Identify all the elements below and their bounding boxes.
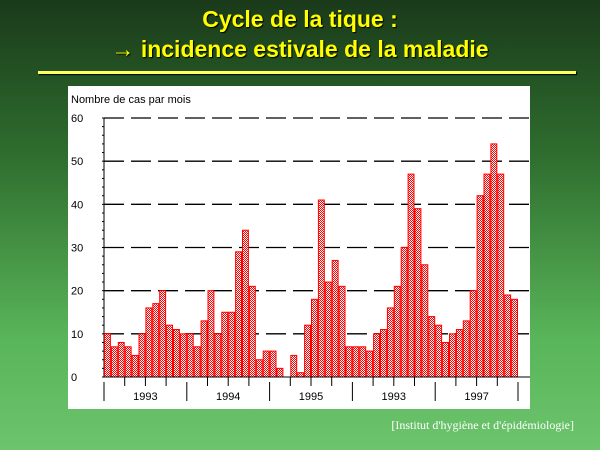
- bar: [421, 264, 429, 378]
- bar: [504, 294, 512, 378]
- bar: [152, 303, 160, 378]
- bar: [428, 316, 436, 378]
- y-axis-label: Nombre de cas par mois: [71, 94, 191, 106]
- y-tick-label: 60: [71, 113, 83, 125]
- x-year-label: 1994: [216, 391, 240, 403]
- bar: [117, 341, 125, 378]
- bar: [366, 350, 374, 378]
- y-tick-label: 10: [71, 329, 83, 341]
- bar: [469, 290, 477, 378]
- x-year-label: 1995: [299, 391, 323, 403]
- bar: [242, 229, 249, 378]
- bar: [228, 311, 236, 378]
- bar: [393, 285, 401, 378]
- bar: [407, 173, 415, 378]
- bar: [386, 307, 394, 378]
- bar: [138, 333, 146, 378]
- bar: [104, 333, 111, 378]
- bar: [186, 333, 194, 378]
- bar-chart: Nombre de cas par mois 0 10 20 30 40 50 60 1993…: [71, 94, 530, 403]
- bar: [483, 173, 491, 378]
- bar: [414, 208, 422, 378]
- slide-title-line2: → incidence estivale de la maladie: [111, 36, 489, 62]
- bar: [269, 350, 277, 378]
- bar: [331, 259, 339, 378]
- bar: [235, 251, 243, 378]
- title-underline: [38, 71, 576, 74]
- bar: [455, 329, 463, 378]
- bar: [193, 346, 201, 378]
- slide-title-line1: Cycle de la tique :: [202, 6, 398, 32]
- bar: [317, 199, 325, 378]
- bar: [400, 247, 408, 378]
- bar: [359, 346, 367, 378]
- bar: [476, 195, 484, 378]
- bar: [221, 311, 229, 378]
- bar: [200, 320, 208, 378]
- y-tick-label: 30: [71, 243, 83, 255]
- bar: [345, 346, 353, 378]
- bar: [304, 324, 312, 378]
- bar: [497, 173, 505, 378]
- bar: [110, 346, 118, 378]
- bar: [290, 354, 298, 378]
- bar: [380, 329, 387, 378]
- bar: [166, 324, 173, 378]
- bar: [276, 367, 284, 378]
- y-tick-label: 40: [71, 199, 83, 211]
- bar: [373, 333, 381, 378]
- y-tick-label: 0: [71, 372, 77, 384]
- bar: [311, 298, 318, 378]
- bar: [173, 329, 180, 378]
- bar: [179, 333, 187, 378]
- bar: [262, 350, 270, 378]
- bar: [124, 346, 132, 378]
- y-tick-label: 20: [71, 286, 83, 298]
- bar: [159, 290, 167, 378]
- bar: [248, 285, 256, 378]
- bar: [490, 143, 498, 378]
- bar: [131, 354, 139, 378]
- bar: [214, 333, 222, 378]
- bar: [352, 346, 360, 378]
- bar: [145, 307, 153, 378]
- bar: [435, 324, 443, 378]
- x-year-label: 1993: [133, 391, 157, 403]
- bar: [338, 285, 346, 378]
- x-year-label: 1993: [382, 391, 406, 403]
- source-credit: [Institut d'hygiène et d'épidémiologie]: [391, 418, 574, 432]
- y-tick-label: 50: [71, 156, 83, 168]
- bar: [511, 298, 519, 378]
- bar: [324, 281, 332, 378]
- x-year-label: 1997: [464, 391, 488, 403]
- bar: [297, 372, 305, 378]
- bar: [449, 333, 456, 378]
- bar: [462, 320, 470, 378]
- chart-panel: Nombre de cas par mois 0 10 20 30 40 50 60 1993…: [68, 86, 530, 409]
- bar: [442, 341, 450, 378]
- bar: [207, 290, 215, 378]
- bar: [255, 359, 263, 378]
